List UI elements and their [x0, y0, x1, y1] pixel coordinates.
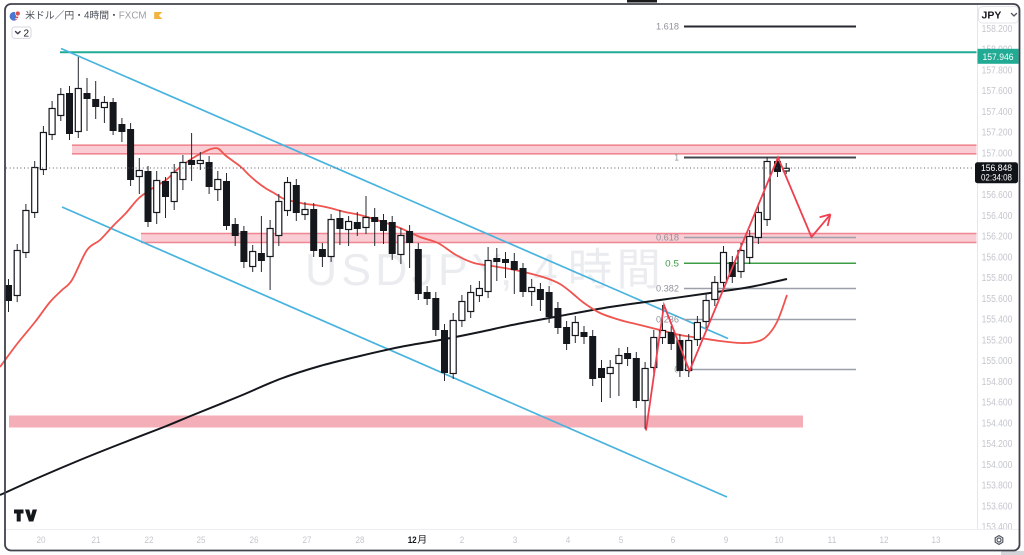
- svg-text:154.000: 154.000: [982, 460, 1013, 471]
- svg-text:155.000: 155.000: [982, 356, 1013, 367]
- svg-text:1: 1: [674, 153, 679, 164]
- svg-text:22: 22: [145, 535, 154, 546]
- svg-text:157.200: 157.200: [982, 128, 1013, 139]
- svg-text:JPY: JPY: [982, 10, 1002, 22]
- svg-text:153.800: 153.800: [982, 481, 1013, 492]
- svg-text:2: 2: [460, 535, 465, 546]
- svg-text:9: 9: [724, 535, 729, 546]
- svg-text:154.400: 154.400: [982, 418, 1013, 429]
- svg-text:12: 12: [408, 535, 417, 546]
- svg-text:157.000: 157.000: [982, 149, 1013, 160]
- svg-text:154.600: 154.600: [982, 398, 1013, 409]
- svg-text:3: 3: [513, 535, 518, 546]
- svg-text:154.800: 154.800: [982, 377, 1013, 388]
- svg-text:02:34:08: 02:34:08: [981, 172, 1012, 182]
- svg-text:2: 2: [24, 29, 30, 40]
- svg-text:0.618: 0.618: [656, 233, 679, 244]
- svg-text:155.400: 155.400: [982, 315, 1013, 326]
- svg-text:5: 5: [619, 535, 624, 546]
- svg-text:157.800: 157.800: [982, 66, 1013, 77]
- svg-text:156.848: 156.848: [981, 163, 1012, 174]
- svg-text:156.200: 156.200: [982, 232, 1013, 243]
- svg-text:156.400: 156.400: [982, 211, 1013, 222]
- svg-text:153.600: 153.600: [982, 501, 1013, 512]
- svg-text:28: 28: [356, 535, 365, 546]
- svg-text:6: 6: [671, 535, 676, 546]
- svg-text:25: 25: [197, 535, 206, 546]
- svg-text:155.600: 155.600: [982, 294, 1013, 305]
- svg-text:20: 20: [37, 535, 46, 546]
- svg-text:10: 10: [775, 535, 784, 546]
- svg-text:13: 13: [932, 535, 941, 546]
- svg-text:156.000: 156.000: [982, 252, 1013, 263]
- svg-text:21: 21: [92, 535, 101, 546]
- svg-text:11: 11: [828, 535, 837, 546]
- svg-text:157.600: 157.600: [982, 86, 1013, 97]
- svg-text:157.946: 157.946: [983, 52, 1014, 63]
- svg-text:155.800: 155.800: [982, 273, 1013, 284]
- svg-text:4: 4: [566, 535, 571, 546]
- svg-text:154.200: 154.200: [982, 439, 1013, 450]
- svg-text:1.618: 1.618: [656, 22, 679, 33]
- svg-text:153.400: 153.400: [982, 522, 1013, 533]
- svg-text:158.200: 158.200: [982, 24, 1013, 35]
- svg-text:0.236: 0.236: [656, 315, 679, 326]
- svg-text:27: 27: [303, 535, 312, 546]
- svg-text:0.5: 0.5: [665, 259, 679, 270]
- svg-text:26: 26: [250, 535, 259, 546]
- svg-text:FXCM: FXCM: [119, 11, 147, 22]
- svg-text:156.600: 156.600: [982, 190, 1013, 201]
- svg-text:0.382: 0.382: [656, 284, 679, 295]
- svg-text:157.400: 157.400: [982, 107, 1013, 118]
- svg-text:12: 12: [880, 535, 889, 546]
- svg-text:4: 4: [84, 11, 90, 22]
- svg-text:155.200: 155.200: [982, 335, 1013, 346]
